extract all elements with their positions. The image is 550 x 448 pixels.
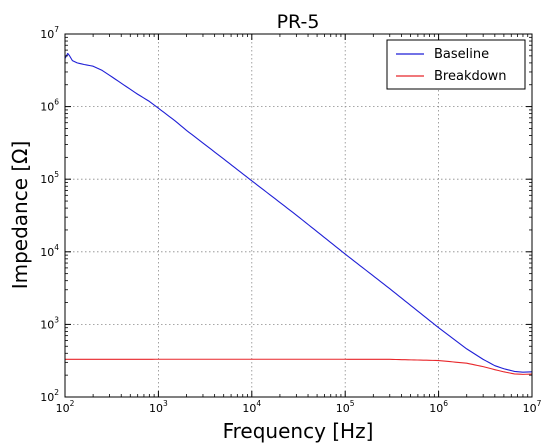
x-tick-label: 106	[429, 399, 448, 415]
y-tick-label: 104	[40, 243, 59, 259]
y-axis-label: Impedance [Ω]	[8, 141, 32, 290]
x-tick-label: 103	[149, 399, 168, 415]
legend-label-baseline: Baseline	[434, 47, 489, 62]
y-tick-label: 106	[40, 98, 59, 114]
legend-box	[386, 39, 526, 90]
x-tick-label: 104	[242, 399, 261, 415]
x-tick-label: 107	[523, 399, 542, 415]
series-line-baseline	[64, 52, 533, 373]
series-line-breakdown	[64, 358, 533, 375]
legend: Baseline Breakdown	[386, 39, 526, 90]
y-tick-label: 105	[40, 170, 59, 186]
y-tick-label: 103	[40, 315, 59, 331]
series-lines	[64, 52, 533, 375]
x-axis-label: Frequency [Hz]	[223, 419, 374, 443]
y-tick-label: 107	[40, 25, 59, 41]
plot-frame	[64, 33, 533, 398]
axis-ticks	[64, 33, 533, 398]
chart-title: PR-5	[277, 11, 320, 33]
x-tick-labels: 102 103 104 105 106 107	[56, 399, 542, 415]
legend-label-breakdown: Breakdown	[434, 69, 507, 84]
y-tick-labels: 102 103 104 105 106 107	[40, 25, 59, 404]
x-tick-label: 105	[336, 399, 355, 415]
x-tick-label: 102	[56, 399, 75, 415]
grid-lines	[65, 34, 532, 397]
y-tick-label: 102	[40, 388, 59, 404]
